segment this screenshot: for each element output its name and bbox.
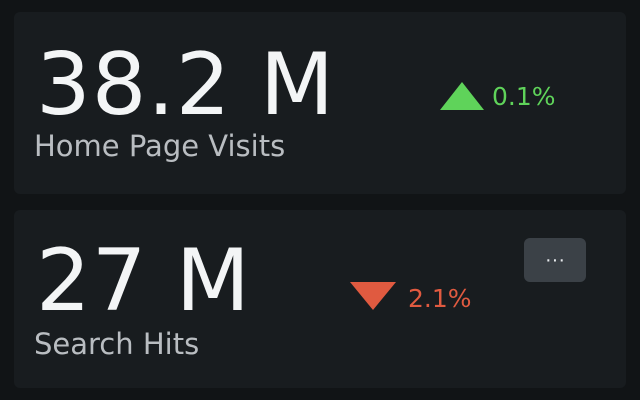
delta-percent: 2.1%	[408, 284, 472, 313]
metric-value: 27 M	[36, 231, 251, 331]
triangle-down-icon	[350, 281, 396, 310]
metric-label: Search Hits	[34, 327, 200, 361]
metric-delta: 0.1%	[440, 82, 556, 110]
triangle-up-icon	[440, 82, 484, 110]
more-options-button[interactable]: ···	[524, 238, 586, 282]
metric-card-home-page-visits: 38.2 M 0.1% Home Page Visits	[14, 12, 626, 194]
metric-label: Home Page Visits	[34, 129, 286, 163]
metric-value: 38.2 M	[36, 35, 336, 135]
delta-percent: 0.1%	[492, 81, 556, 111]
more-horizontal-icon: ···	[545, 249, 565, 271]
metric-card-search-hits: 27 M 2.1% Search Hits ···	[14, 210, 626, 388]
metric-delta: 2.1%	[350, 276, 472, 311]
